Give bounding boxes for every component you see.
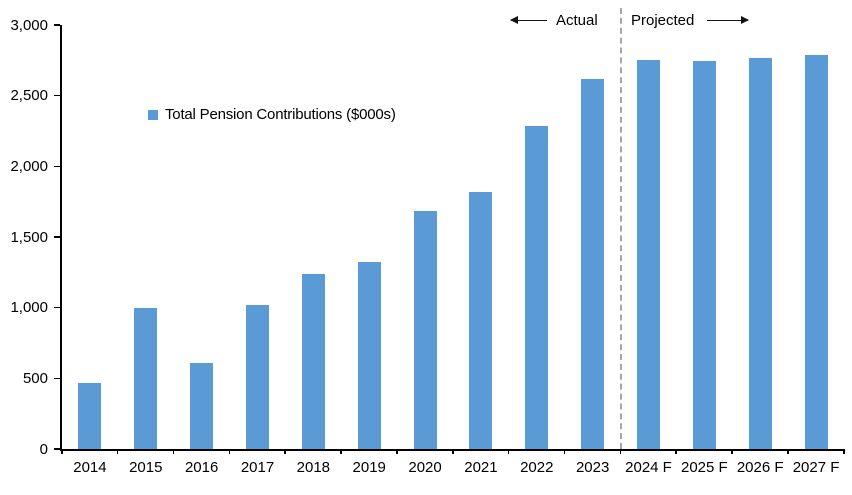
y-tick-label: 500 [22,369,48,387]
actual-projected-divider [619,8,622,449]
bar-2022 [525,126,549,449]
x-axis-tick [843,449,845,454]
x-tick-label: 2027 F [792,459,840,476]
y-axis-tick [54,165,60,168]
x-tick-label: 2017 [240,459,275,476]
plot-area [60,25,844,451]
bar-2027f [804,54,828,449]
x-tick-label: 2014 [73,459,107,476]
y-tick-label: 1,500 [10,228,48,246]
x-axis-tick [619,449,622,454]
x-axis-tick [116,449,119,454]
y-tick-label: 2,500 [10,87,48,105]
y-tick-label: 3,000 [10,16,48,34]
y-tick-label: 0 [39,440,48,458]
y-axis-tick [54,236,60,238]
bar-2016 [190,363,214,449]
x-axis-tick [507,449,510,454]
bar-2017 [246,304,269,449]
x-tick-label: 2019 [352,459,386,476]
x-tick-label: 2015 [129,459,163,476]
arrow-left-icon [510,16,547,25]
actual-label: Actual [556,12,598,29]
x-axis-tick [731,449,733,454]
legend-label: Total Pension Contributions ($000s) [165,106,396,123]
x-tick-label: 2022 [520,459,554,476]
x-axis-tick [340,449,342,454]
legend: Total Pension Contributions ($000s) [148,105,396,125]
bar-2023 [581,79,605,449]
x-axis-tick [61,449,63,454]
y-axis-tick [54,448,60,450]
y-tick-label: 1,000 [10,299,48,317]
bar-2024f [637,59,660,449]
x-tick-label: 2026 F [736,459,784,476]
x-axis-tick [228,449,231,454]
y-tick-label: 2,000 [10,157,48,175]
bar-2015 [134,308,158,449]
bar-2026f [748,58,772,449]
x-tick-label: 2016 [184,459,219,476]
x-tick-label: 2025 F [680,459,728,476]
bar-2014 [78,382,102,449]
bar-2019 [357,262,381,449]
y-axis-tick [54,377,60,380]
bar-2020 [413,210,437,449]
x-axis-tick [284,449,286,454]
bar-2018 [301,274,325,449]
x-axis-tick [787,449,789,454]
arrow-right-icon [707,16,749,25]
x-axis-tick [172,449,175,454]
x-tick-label: 2021 [464,459,498,476]
x-axis-tick [452,449,454,454]
y-axis-tick [54,306,60,309]
bar-2021 [469,191,493,449]
x-tick-label: 2024 F [625,459,672,476]
x-axis-tick [396,449,398,454]
x-tick-label: 2018 [296,459,331,476]
y-axis-tick [54,94,60,97]
x-tick-label: 2023 [575,459,610,476]
x-axis-tick [563,449,566,454]
bar-2025f [692,61,716,449]
y-axis-tick [54,24,60,26]
legend-swatch-icon [148,110,158,120]
projected-label: Projected [631,12,695,29]
x-tick-label: 2020 [408,459,442,476]
x-axis-tick [675,449,677,454]
